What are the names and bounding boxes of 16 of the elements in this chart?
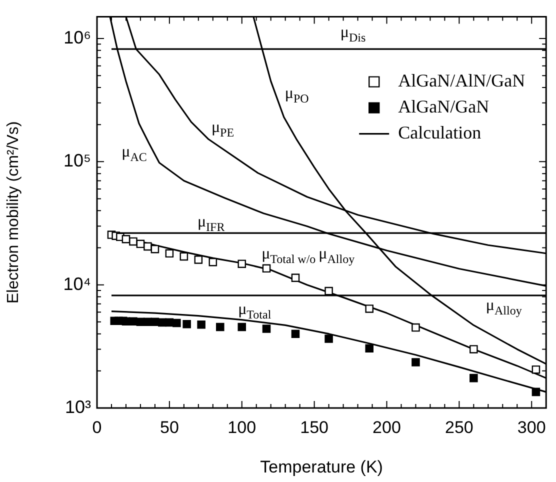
legend-label: Calculation (398, 122, 482, 143)
x-tick-label: 200 (372, 418, 401, 437)
x-tick-label: 100 (228, 418, 256, 437)
y-tick-label: 10⁶ (64, 27, 91, 48)
legend-label: AlGaN/AlN/GaN (398, 70, 526, 91)
y-tick-label: 10⁴ (63, 274, 91, 294)
x-tick-label: 150 (300, 418, 328, 437)
x-tick-label: 0 (92, 418, 102, 437)
x-axis-title: Temperature (K) (260, 457, 383, 476)
y-axis-title: Electron mobility (cm²/Vs) (5, 121, 22, 304)
x-tick-label: 300 (517, 418, 546, 437)
y-tick-label: 10³ (64, 396, 92, 417)
x-tick-label: 50 (160, 418, 179, 437)
x-tick-label: 250 (444, 418, 474, 437)
y-tick-label: 10⁵ (64, 150, 91, 171)
legend-label: AlGaN/GaN (398, 96, 490, 117)
